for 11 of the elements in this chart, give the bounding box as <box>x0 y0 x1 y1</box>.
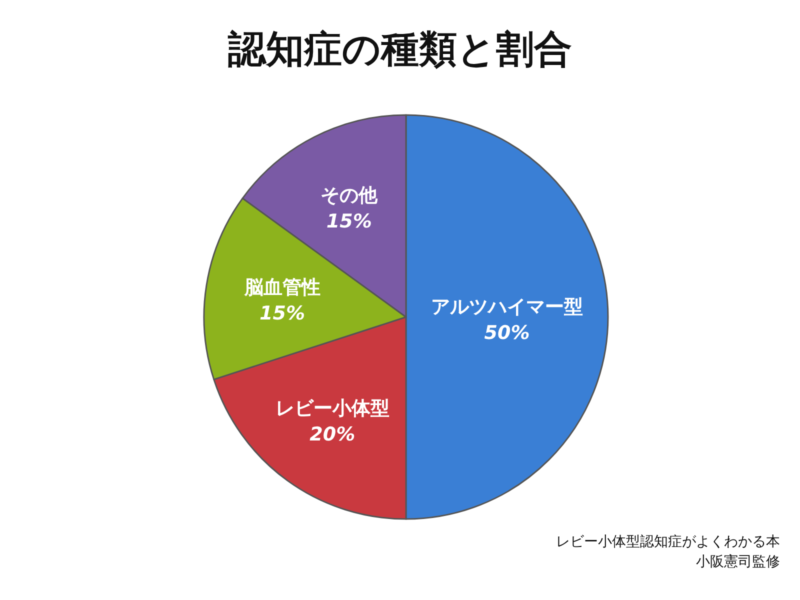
data-label: 20% <box>310 423 356 446</box>
data-label: 15% <box>260 302 306 324</box>
slice-label: その他 <box>320 184 379 206</box>
text: レビー小体型認知症がよくわかる本 <box>556 534 780 550</box>
data-label: 15% <box>326 210 372 232</box>
slice-label: レビー小体型 <box>275 397 390 420</box>
slice-label: 脳血管性 <box>243 276 320 298</box>
chart-title: 認知症の種類と割合 <box>227 27 572 71</box>
text: 小阪憲司監修 <box>696 554 780 570</box>
data-label: 50% <box>484 322 530 344</box>
slice-label: アルツハイマー型 <box>431 296 583 318</box>
